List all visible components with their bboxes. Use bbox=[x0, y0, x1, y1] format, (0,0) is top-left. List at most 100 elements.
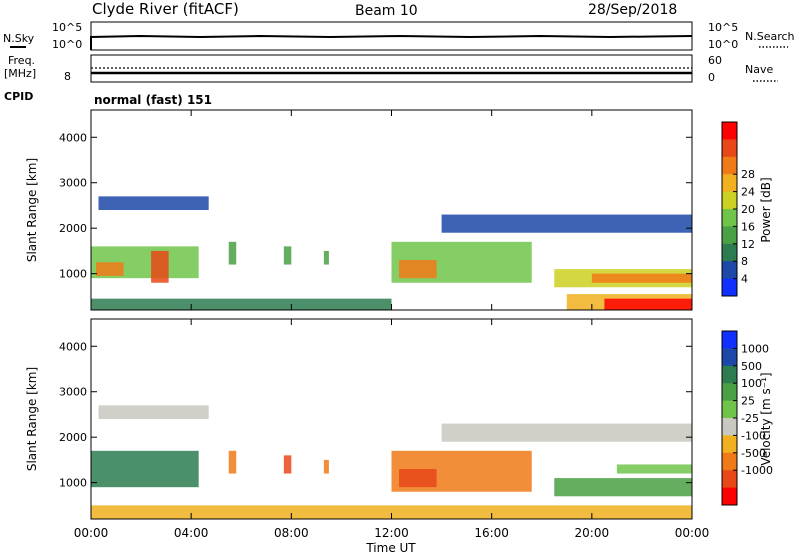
power-colorbar-swatch-4 bbox=[722, 191, 737, 210]
power-panel: 1000 2000 3000 4000 Slant Range [km] 4 8 12 16… bbox=[25, 109, 773, 311]
cpid-value: normal (fast) 151 bbox=[94, 93, 212, 107]
velocity-y-axis: 1000 2000 3000 4000 bbox=[59, 319, 692, 519]
velocity-region-10 bbox=[91, 505, 692, 519]
velocity-region-6 bbox=[399, 469, 437, 488]
power-colorbar-swatch-6 bbox=[722, 226, 737, 245]
power-colorbar-swatch-3 bbox=[722, 174, 737, 193]
velocity-colorbar-tick-3: 25 bbox=[741, 395, 755, 408]
power-colorbar-swatch-8 bbox=[722, 261, 737, 280]
cpid-label: CPID bbox=[4, 90, 33, 103]
velocity-colorbar-tick-1: 500 bbox=[741, 360, 762, 373]
velocity-region-1 bbox=[91, 450, 199, 488]
power-ytick-label-2: 3000 bbox=[59, 177, 87, 190]
power-region-13 bbox=[604, 298, 692, 310]
beam-title: Beam 10 bbox=[355, 3, 418, 19]
xtick-label-3: 12:00 bbox=[374, 526, 409, 540]
nsky-label: N.Sky bbox=[3, 32, 35, 45]
velocity-panel: 1000 2000 3000 4000 Slant Range [km] 1000 50… bbox=[25, 318, 773, 554]
velocity-colorbar-swatch-3 bbox=[722, 383, 737, 402]
power-colorbar-swatch-9 bbox=[722, 278, 737, 297]
power-colorbar-tick-4: 20 bbox=[741, 203, 755, 216]
velocity-colorbar-swatch-8 bbox=[722, 470, 737, 489]
velocity-colorbar: 1000 500 100 25 -25 -100 -500 -1000 bbox=[721, 330, 773, 506]
power-region-0 bbox=[98, 196, 209, 210]
power-region-4 bbox=[228, 241, 237, 265]
velocity-region-7 bbox=[441, 423, 692, 442]
velocity-data-regions bbox=[91, 405, 692, 519]
freq-unit-label: [MHz] bbox=[4, 67, 36, 80]
power-region-9 bbox=[441, 214, 692, 233]
power-region-2 bbox=[96, 262, 124, 276]
power-colorbar-tick-1: 8 bbox=[741, 255, 748, 268]
power-ytick-label-0: 1000 bbox=[59, 268, 87, 281]
nsky-line bbox=[90, 34, 693, 50]
velocity-colorbar-tick-0: 1000 bbox=[741, 342, 769, 355]
date-title: 28/Sep/2018 bbox=[588, 2, 677, 18]
power-region-14 bbox=[91, 298, 392, 310]
freq-label: Freq. bbox=[8, 54, 35, 67]
velocity-colorbar-tick-4: -25 bbox=[741, 412, 759, 425]
velocity-y-label: Slant Range [km] bbox=[25, 367, 39, 471]
velocity-region-9 bbox=[616, 464, 692, 474]
velocity-colorbar-tick-2: 100 bbox=[741, 377, 762, 390]
velocity-ytick-label-2: 3000 bbox=[59, 386, 87, 399]
velocity-colorbar-swatch-4 bbox=[722, 400, 737, 419]
velocity-colorbar-label: Velocity [m s⁻¹] bbox=[759, 372, 773, 465]
xtick-label-6: 00:00 bbox=[675, 526, 710, 540]
velocity-region-2 bbox=[228, 450, 237, 474]
nave-tick-top: 60 bbox=[708, 54, 722, 67]
power-colorbar-swatch-1 bbox=[722, 139, 737, 158]
xtick-label-2: 08:00 bbox=[274, 526, 309, 540]
power-data-regions bbox=[91, 196, 692, 310]
velocity-colorbar-tick-5: -100 bbox=[741, 429, 766, 442]
power-y-label: Slant Range [km] bbox=[25, 158, 39, 262]
nave-tick-bottom: 0 bbox=[708, 71, 715, 84]
xtick-label-4: 16:00 bbox=[474, 526, 509, 540]
velocity-colorbar-tick-6: -500 bbox=[741, 447, 766, 460]
time-x-axis: 00:00 04:00 08:00 12:00 16:00 20:00 00:00 bbox=[74, 526, 710, 540]
velocity-colorbar-swatch-5 bbox=[722, 418, 737, 436]
x-axis-label: Time UT bbox=[365, 541, 416, 554]
power-colorbar-tick-0: 4 bbox=[741, 273, 748, 286]
power-colorbar-tick-6: 28 bbox=[741, 168, 755, 181]
nsearch-tick-bottom: 10^0 bbox=[708, 38, 738, 51]
power-region-11 bbox=[591, 273, 692, 283]
power-region-5 bbox=[283, 246, 292, 265]
velocity-colorbar-swatch-0 bbox=[722, 331, 737, 349]
freq-tick: 8 bbox=[64, 70, 71, 83]
nsky-panel: N.Sky 10^5 10^0 10^5 10^0 N.Search bbox=[3, 21, 795, 51]
power-region-6 bbox=[323, 250, 329, 265]
power-colorbar-tick-3: 16 bbox=[741, 220, 755, 233]
velocity-colorbar-swatch-6 bbox=[722, 435, 737, 454]
power-colorbar-tick-2: 12 bbox=[741, 238, 755, 251]
xtick-label-5: 20:00 bbox=[575, 526, 610, 540]
velocity-ytick-label-3: 4000 bbox=[59, 340, 87, 353]
power-colorbar-swatch-7 bbox=[722, 243, 737, 262]
velocity-colorbar-swatch-1 bbox=[722, 348, 737, 367]
velocity-region-3 bbox=[283, 455, 292, 474]
velocity-colorbar-tick-7: -1000 bbox=[741, 464, 773, 477]
velocity-ytick-label-0: 1000 bbox=[59, 477, 87, 490]
velocity-colorbar-swatch-9 bbox=[722, 487, 737, 506]
power-colorbar-label: Power [dB] bbox=[759, 177, 773, 242]
nsearch-tick-top: 10^5 bbox=[708, 21, 738, 34]
power-ytick-label-1: 2000 bbox=[59, 222, 87, 235]
nsky-tick-bottom: 10^0 bbox=[52, 38, 82, 51]
power-colorbar-tick-5: 24 bbox=[741, 186, 755, 199]
station-title: Clyde River (fitACF) bbox=[92, 0, 239, 18]
velocity-region-0 bbox=[98, 405, 209, 419]
freq-panel: Freq. [MHz] 8 60 0 Nave CPID normal (fas… bbox=[4, 54, 778, 107]
power-colorbar-swatch-2 bbox=[722, 156, 737, 175]
power-y-axis: 1000 2000 3000 4000 bbox=[59, 110, 692, 310]
velocity-region-8 bbox=[554, 478, 692, 497]
nsearch-label: N.Search bbox=[745, 30, 795, 43]
power-colorbar-swatch-0 bbox=[722, 122, 737, 140]
xtick-label-1: 04:00 bbox=[174, 526, 209, 540]
xtick-label-0: 00:00 bbox=[74, 526, 109, 540]
power-region-3 bbox=[151, 250, 169, 283]
power-ytick-label-3: 4000 bbox=[59, 131, 87, 144]
velocity-ytick-label-1: 2000 bbox=[59, 431, 87, 444]
velocity-colorbar-swatch-2 bbox=[722, 365, 737, 384]
power-colorbar: 4 8 12 16 20 24 28 bbox=[721, 121, 755, 297]
